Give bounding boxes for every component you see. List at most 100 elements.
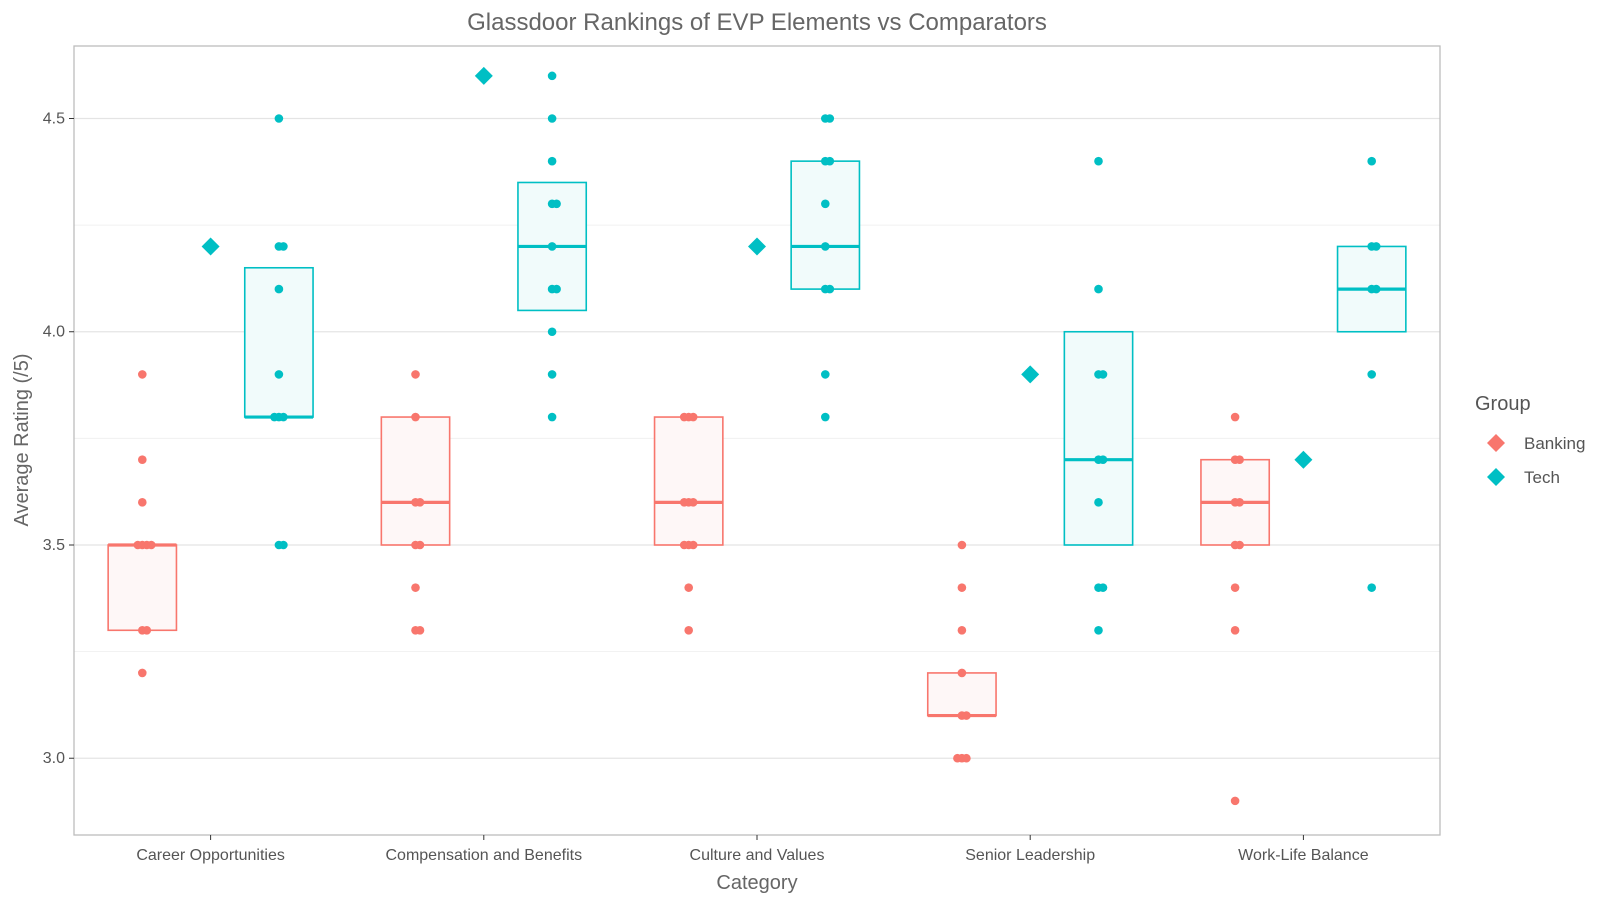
y-tick-label: 3.0 <box>43 750 65 767</box>
data-point-banking <box>688 498 698 507</box>
data-point-tech <box>821 370 830 379</box>
comparator-diamond <box>1021 365 1040 384</box>
data-point-tech <box>274 114 284 123</box>
x-tick-label: Senior Leadership <box>965 847 1095 864</box>
data-point-tech <box>552 284 561 294</box>
box-banking <box>653 416 724 546</box>
data-point-banking <box>133 540 143 550</box>
data-point-banking <box>957 583 967 592</box>
data-point-tech <box>1094 156 1103 166</box>
box-banking <box>380 416 451 546</box>
data-point-tech <box>821 242 830 251</box>
data-point-banking <box>147 540 156 550</box>
axis-layer: 3.0 3.5 4.0 4.5 Career Opportunities Compensa… <box>43 111 1369 864</box>
data-point-banking <box>411 370 420 379</box>
data-point-banking <box>1235 455 1244 464</box>
data-point-banking <box>1230 412 1240 422</box>
data-point-banking <box>1235 540 1244 550</box>
data-point-tech <box>274 370 284 379</box>
box-banking <box>107 544 178 632</box>
x-axis-title: Category <box>716 872 797 894</box>
data-point-tech <box>1371 284 1381 294</box>
data-point-tech <box>547 370 557 379</box>
data-point-banking <box>411 412 420 422</box>
x-tick-label: Career Opportunities <box>136 847 285 864</box>
data-point-tech <box>825 156 835 166</box>
x-tick-label: Culture and Values <box>690 847 825 864</box>
data-point-tech <box>547 327 557 337</box>
chart-title: Glassdoor Rankings of EVP Elements vs Co… <box>467 9 1047 36</box>
comparator-diamond <box>1294 450 1313 469</box>
data-point-banking <box>962 753 971 763</box>
data-point-tech <box>279 540 288 550</box>
legend-key-banking <box>1487 434 1505 452</box>
data-point-banking <box>953 753 962 763</box>
legend: Group Banking Tech <box>1475 393 1585 487</box>
data-point-tech <box>1094 625 1103 635</box>
legend-label-tech: Tech <box>1524 468 1560 487</box>
y-tick-label: 4.5 <box>43 111 65 128</box>
data-point-tech <box>1367 370 1376 379</box>
data-point-banking <box>142 625 152 635</box>
data-point-banking <box>679 540 689 550</box>
x-tick-label: Compensation and Benefits <box>386 847 583 864</box>
data-point-banking <box>415 498 425 507</box>
data-point-banking <box>957 625 967 635</box>
data-point-tech <box>1094 498 1103 507</box>
data-point-banking <box>415 625 425 635</box>
data-point-tech <box>547 71 557 81</box>
data-point-banking <box>957 668 967 678</box>
data-point-banking <box>415 540 425 550</box>
legend-key-tech <box>1487 468 1505 486</box>
data-point-banking <box>684 625 693 635</box>
box-banking <box>926 672 997 717</box>
data-point-tech <box>1098 583 1108 592</box>
data-point-tech <box>274 284 284 294</box>
data-point-banking <box>1230 625 1240 635</box>
data-point-banking <box>688 540 698 550</box>
data-point-tech <box>279 242 288 251</box>
data-point-banking <box>1235 498 1244 507</box>
data-layer <box>107 66 1407 806</box>
comparator-diamond <box>474 66 493 85</box>
y-tick-label: 4.0 <box>43 324 65 341</box>
data-point-banking <box>679 412 689 422</box>
data-point-tech <box>547 242 557 251</box>
data-point-banking <box>1230 583 1240 592</box>
data-point-tech <box>821 412 830 422</box>
data-point-tech <box>1367 583 1376 592</box>
data-point-tech <box>825 284 835 294</box>
data-point-tech <box>825 114 835 123</box>
data-point-tech <box>1367 156 1376 166</box>
data-point-tech <box>552 199 561 209</box>
y-tick-label: 3.5 <box>43 537 65 554</box>
data-point-tech <box>821 199 830 209</box>
box-tech <box>790 160 861 290</box>
data-point-tech <box>1371 242 1381 251</box>
data-point-tech <box>1094 284 1103 294</box>
plot-background <box>74 46 1440 835</box>
data-point-banking <box>411 583 420 592</box>
data-point-tech <box>279 412 288 422</box>
y-axis-title: Average Rating (/5) <box>11 353 33 526</box>
data-point-banking <box>138 455 147 464</box>
data-point-tech <box>1098 455 1108 464</box>
data-point-banking <box>138 498 147 507</box>
data-point-banking <box>957 540 967 550</box>
comparator-diamond <box>201 237 220 256</box>
comparator-diamond <box>748 237 766 256</box>
data-point-tech <box>547 412 557 422</box>
legend-entries: Banking Tech <box>1487 434 1585 487</box>
data-point-banking <box>1230 796 1240 806</box>
data-point-banking <box>138 370 147 379</box>
data-point-banking <box>962 711 971 720</box>
data-point-tech <box>547 114 557 123</box>
data-point-tech <box>270 412 279 422</box>
x-tick-label: Work-Life Balance <box>1238 847 1369 864</box>
box-tech <box>1063 330 1134 546</box>
data-point-banking <box>688 412 698 422</box>
data-point-tech <box>547 156 557 166</box>
legend-label-banking: Banking <box>1524 434 1585 453</box>
legend-title: Group <box>1475 393 1531 415</box>
